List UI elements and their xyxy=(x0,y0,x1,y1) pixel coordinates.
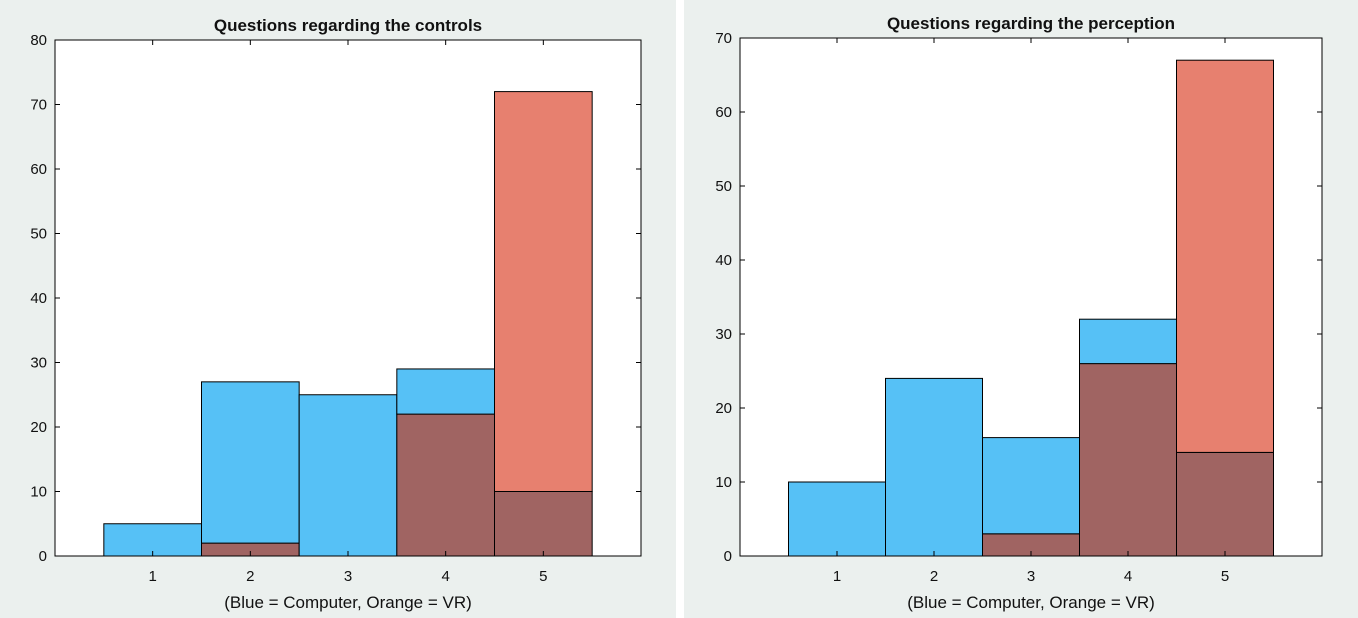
y-tick-label: 30 xyxy=(30,355,47,372)
chart-title: Questions regarding the controls xyxy=(214,16,482,35)
y-tick-label: 70 xyxy=(715,30,732,47)
x-tick-label: 5 xyxy=(539,568,547,585)
y-tick-label: 20 xyxy=(715,400,732,417)
bar-vr-5: 72 xyxy=(494,91,593,492)
x-tick-label: 1 xyxy=(148,568,156,585)
x-tick-label: 4 xyxy=(441,568,449,585)
y-tick-label: 0 xyxy=(39,548,47,565)
x-tick-label: 3 xyxy=(344,568,352,585)
chart-panel-controls: Questions regarding the controls52272522… xyxy=(0,0,676,618)
bar-computer-3: 16 xyxy=(982,437,1080,535)
y-tick-label: 40 xyxy=(30,290,47,307)
y-tick-label: 0 xyxy=(724,548,732,565)
bar-overlap-4: 22 xyxy=(396,413,496,557)
x-tick-label: 3 xyxy=(1027,568,1035,585)
x-tick-label: 2 xyxy=(246,568,254,585)
x-axis-label: (Blue = Computer, Orange = VR) xyxy=(907,593,1155,612)
chart-title: Questions regarding the perception xyxy=(887,14,1175,33)
x-tick-label: 5 xyxy=(1221,568,1229,585)
bar-computer-2: 27 xyxy=(201,381,300,544)
bar-overlap-5: 10 xyxy=(494,491,593,557)
bar-computer-4: 29 xyxy=(396,368,496,415)
chart-controls: Questions regarding the controls52272522… xyxy=(30,16,642,612)
x-tick-label: 1 xyxy=(833,568,841,585)
x-tick-label: 2 xyxy=(930,568,938,585)
y-tick-label: 40 xyxy=(715,252,732,269)
chart-panel-perception: Questions regarding the perception102431… xyxy=(684,0,1358,618)
bar-vr-5: 67 xyxy=(1176,59,1274,453)
bar-computer-1: 5 xyxy=(103,523,202,557)
x-tick-label: 4 xyxy=(1124,568,1132,585)
bar-overlap-4: 26 xyxy=(1079,363,1177,557)
x-axis-label: (Blue = Computer, Orange = VR) xyxy=(224,593,472,612)
bar-computer-3: 25 xyxy=(298,394,398,557)
y-tick-label: 20 xyxy=(30,419,47,436)
y-tick-label: 10 xyxy=(715,474,732,491)
y-tick-label: 50 xyxy=(715,178,732,195)
y-tick-label: 10 xyxy=(30,484,47,501)
y-tick-label: 30 xyxy=(715,326,732,343)
y-tick-label: 80 xyxy=(30,32,47,49)
y-tick-label: 60 xyxy=(30,161,47,178)
y-tick-label: 50 xyxy=(30,226,47,243)
bar-computer-2: 24 xyxy=(885,377,983,557)
bar-computer-1: 10 xyxy=(788,481,886,557)
y-tick-label: 70 xyxy=(30,97,47,114)
bar-overlap-5: 14 xyxy=(1176,451,1274,557)
chart-perception: Questions regarding the perception102431… xyxy=(715,14,1323,612)
y-tick-label: 60 xyxy=(715,104,732,121)
bar-computer-4: 32 xyxy=(1079,318,1177,365)
